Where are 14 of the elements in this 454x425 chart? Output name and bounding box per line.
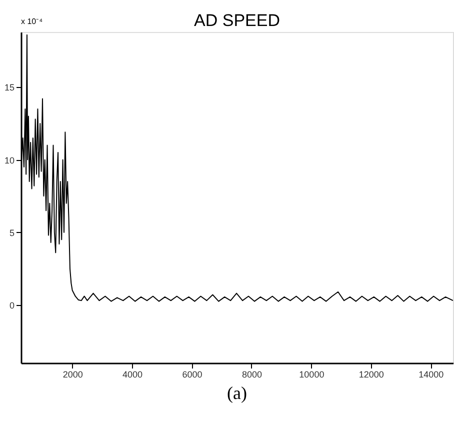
x-tick-label: 6000 xyxy=(182,370,202,380)
x-tick-label: 2000 xyxy=(62,370,83,380)
y-tick-label: 0 xyxy=(9,300,14,310)
x-tick-label: 4000 xyxy=(122,370,143,380)
chart-title: AD SPEED xyxy=(194,11,280,30)
x-tick-label: 12000 xyxy=(358,370,384,380)
y-tick-label: 10 xyxy=(4,155,14,166)
x-tick-label: 10000 xyxy=(299,370,324,380)
text: (a) xyxy=(227,383,247,403)
x-tick-label: 8000 xyxy=(242,370,262,380)
x-tick-label: 14000 xyxy=(418,370,444,380)
y-tick-label: 15 xyxy=(4,82,14,93)
text: x 10⁻⁴ xyxy=(21,17,44,26)
y-tick-label: 5 xyxy=(9,228,14,238)
